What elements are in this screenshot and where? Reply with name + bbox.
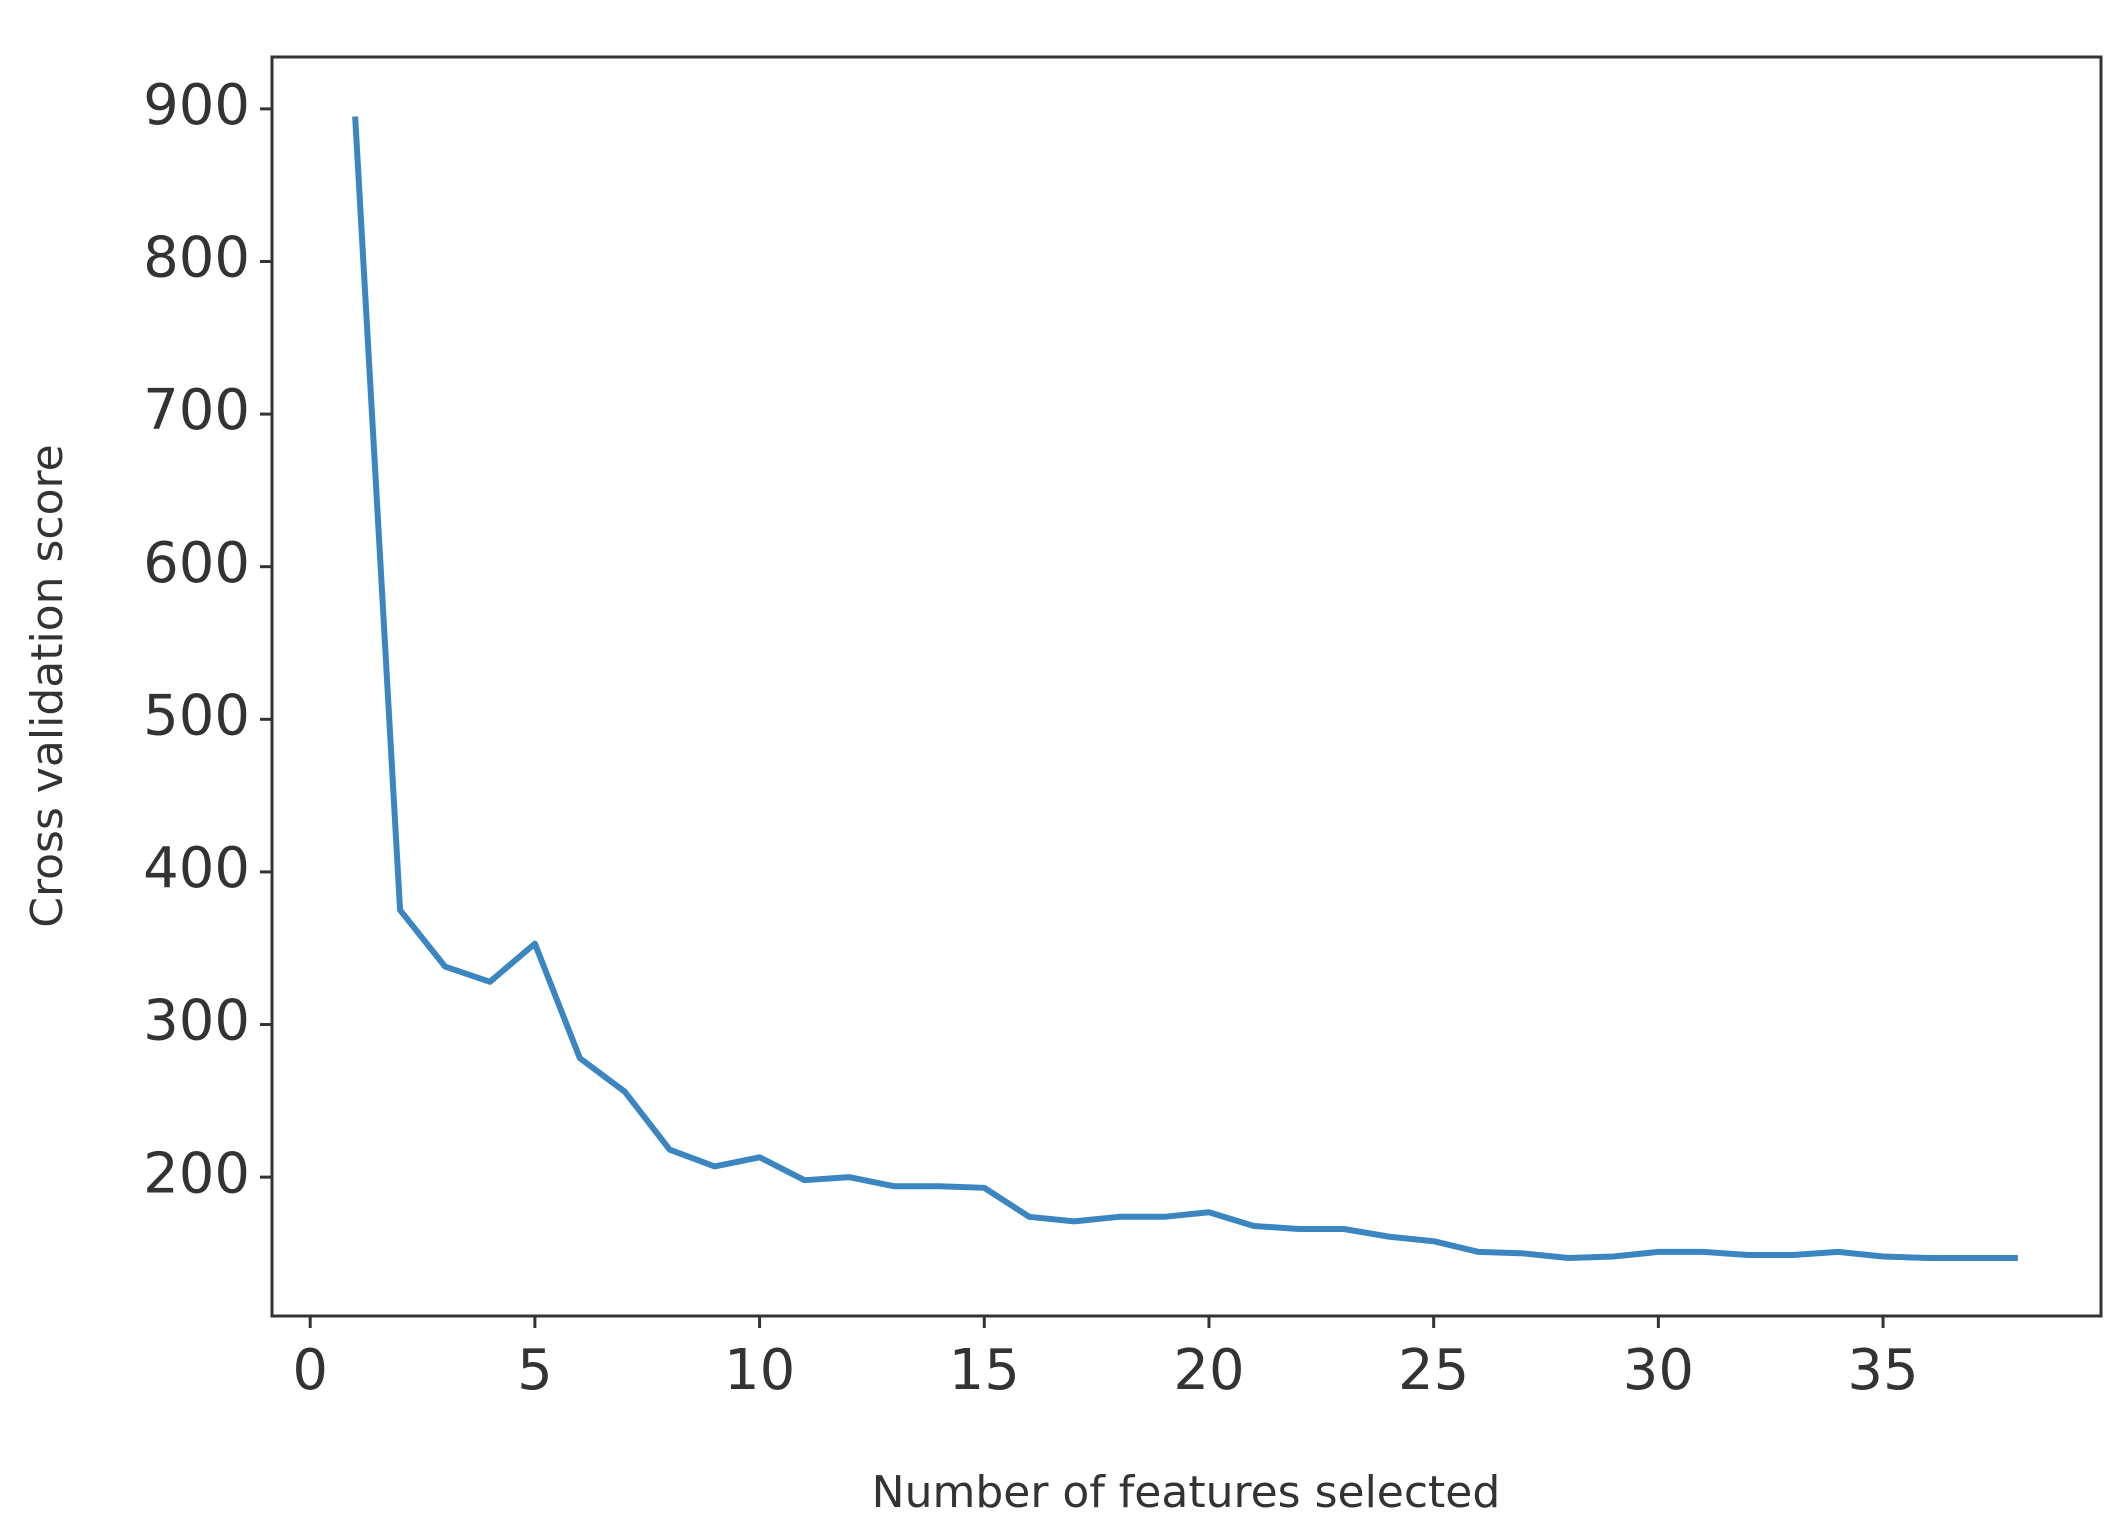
y-axis-label: Cross validation score bbox=[22, 444, 73, 927]
x-tick-label: 35 bbox=[1847, 1338, 1918, 1403]
y-tick-label: 800 bbox=[143, 226, 250, 291]
y-tick-label: 400 bbox=[143, 836, 250, 901]
x-axis-label: Number of features selected bbox=[872, 1467, 1501, 1518]
data-line bbox=[352, 116, 2018, 1262]
y-tick-label: 500 bbox=[143, 683, 250, 748]
y-tick-label: 900 bbox=[143, 73, 250, 138]
x-tick-label: 30 bbox=[1623, 1338, 1694, 1403]
y-tick-label: 200 bbox=[143, 1141, 250, 1206]
x-tick-label: 25 bbox=[1398, 1338, 1469, 1403]
x-tick-label: 15 bbox=[949, 1338, 1020, 1403]
x-tick-label: 5 bbox=[517, 1338, 553, 1403]
x-tick-label: 0 bbox=[292, 1338, 328, 1403]
y-tick-label: 300 bbox=[143, 989, 250, 1054]
plot-frame bbox=[270, 55, 2103, 1318]
x-tick-label: 20 bbox=[1173, 1338, 1244, 1403]
x-tick-label: 10 bbox=[724, 1338, 795, 1403]
y-tick-label: 700 bbox=[143, 378, 250, 443]
y-tick-label: 600 bbox=[143, 531, 250, 596]
